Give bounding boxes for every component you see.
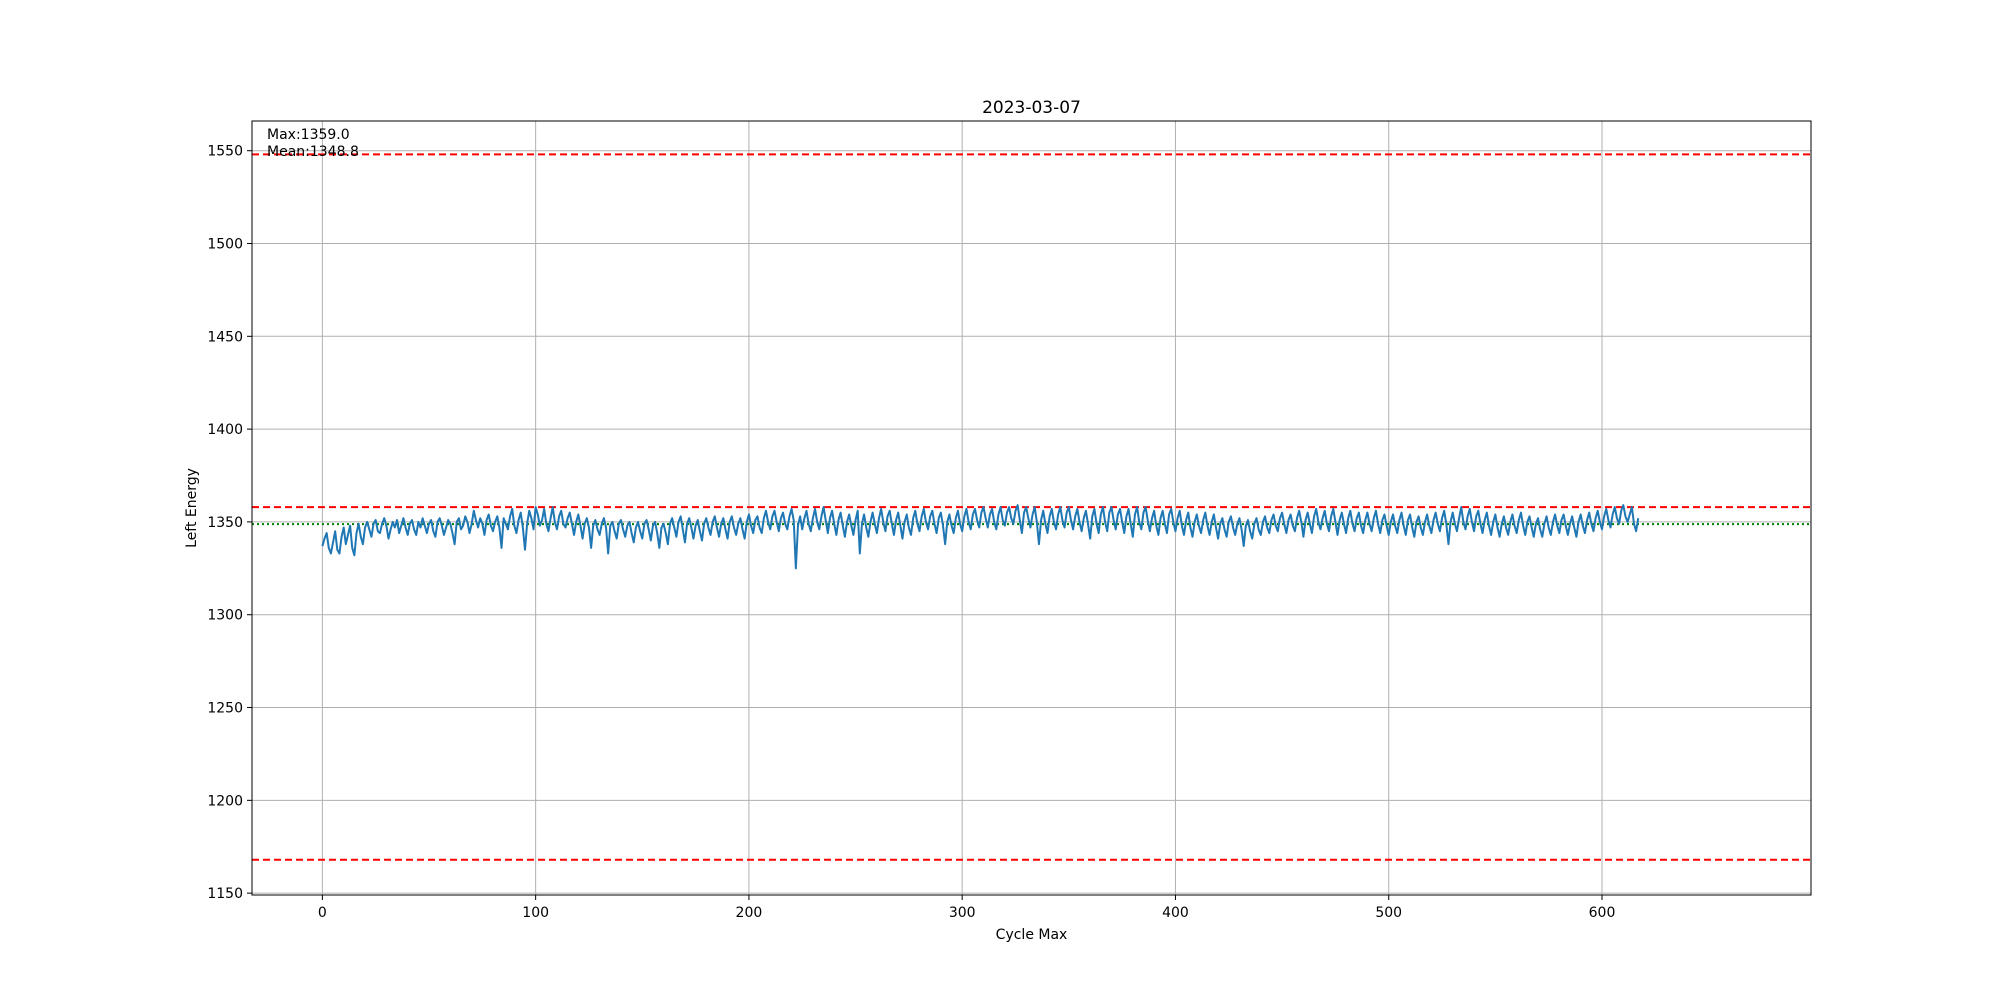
x-axis-label: Cycle Max: [996, 927, 1068, 943]
y-axis-label: Left Energy: [184, 468, 200, 548]
series-line: [321, 504, 1640, 570]
x-tick-label: 400: [1162, 905, 1189, 921]
plot-frame: [251, 120, 1812, 896]
x-tick-label: 600: [1589, 905, 1616, 921]
y-tick-label: 1300: [207, 608, 243, 624]
x-tick-label: 0: [318, 905, 327, 921]
series-layer: [321, 504, 1640, 570]
annotation-max: Max:1359.0: [267, 127, 350, 143]
y-tick-label: 1200: [207, 793, 243, 809]
y-tick-label: 1250: [207, 701, 243, 717]
y-tick-label: 1400: [207, 422, 243, 438]
ticks: 0 100 200 300 400 500 600 1150 1200 1250 1300 1350 1…: [207, 144, 1615, 921]
y-tick-label: 1550: [207, 144, 243, 160]
y-tick-label: 1450: [207, 329, 243, 345]
y-tick-label: 1350: [207, 515, 243, 531]
reference-lines: [252, 153, 1811, 861]
annotation-mean: Mean:1348.8: [267, 144, 359, 160]
y-tick-label: 1500: [207, 237, 243, 253]
y-tick-label: 1150: [207, 886, 243, 902]
x-tick-label: 100: [522, 905, 549, 921]
x-tick-label: 500: [1375, 905, 1402, 921]
x-tick-label: 200: [736, 905, 763, 921]
chart-title: 2023-03-07: [982, 98, 1081, 118]
x-tick-label: 300: [949, 905, 976, 921]
